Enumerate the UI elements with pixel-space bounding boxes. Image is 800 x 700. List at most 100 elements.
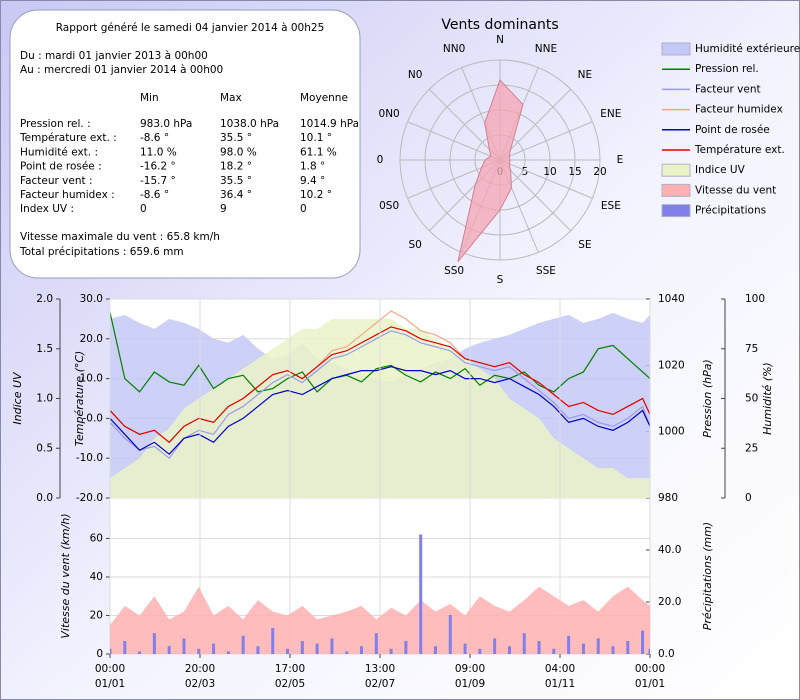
legend-swatch xyxy=(661,183,691,197)
cell-value: 1014.9 hPa xyxy=(300,118,359,130)
bar xyxy=(641,630,645,654)
legend-label: Vitesse du vent xyxy=(695,184,776,196)
summary-box xyxy=(9,9,361,279)
axis-title: Vitesse du vent (km/h) xyxy=(59,513,72,638)
legend-swatch xyxy=(661,163,691,177)
cell-value: 1038.0 hPa xyxy=(220,118,279,130)
bar xyxy=(648,648,650,654)
cell-value: -16.2 ° xyxy=(140,161,176,173)
rose-title: Vents dominants xyxy=(441,17,558,33)
bar xyxy=(581,643,585,654)
cell-value: -8.6 ° xyxy=(140,132,169,144)
bar xyxy=(507,646,511,654)
max-wind: Vitesse maximale du vent : 65.8 km/h xyxy=(20,231,220,243)
cell-value: -15.7 ° xyxy=(140,175,176,187)
cell-value: 9.4 ° xyxy=(300,175,325,187)
rose-spoke xyxy=(428,88,501,161)
rose-tick-label: 5 xyxy=(522,166,529,178)
rose-direction: NN0 xyxy=(443,43,465,55)
legend-label: Facteur vent xyxy=(695,83,761,95)
rose-direction: N0 xyxy=(408,69,423,81)
legend-label: Humidité extérieure xyxy=(695,43,800,55)
y-tick-label: 30.0 xyxy=(80,293,103,305)
cell-value: 0 xyxy=(140,203,147,215)
x-tick-date: 01/01 xyxy=(95,678,125,690)
rose-direction: SSE xyxy=(536,265,556,277)
bar xyxy=(212,643,216,654)
row-label: Température ext. : xyxy=(19,132,117,144)
bar xyxy=(123,641,127,654)
rose-direction: 0S0 xyxy=(379,200,399,212)
rose-spoke xyxy=(499,88,572,161)
y-tick-label: -20.0 xyxy=(76,492,103,504)
y-tick-label: 20.0 xyxy=(658,596,681,608)
y-tick-label: 50 xyxy=(745,393,758,405)
x-tick-date: 01/01 xyxy=(635,678,665,690)
bar xyxy=(197,648,201,654)
legend-label: Point de rosée xyxy=(695,124,770,136)
cell-value: 35.5 ° xyxy=(220,175,252,187)
area-series xyxy=(110,586,650,654)
y-tick-label: 0 xyxy=(96,648,103,660)
rose-tick-label: 15 xyxy=(568,166,581,178)
cell-value: 36.4 ° xyxy=(220,189,252,201)
bar xyxy=(448,615,452,654)
cell-value: 0 xyxy=(300,203,307,215)
x-tick-date: 02/07 xyxy=(365,678,395,690)
y-tick-label: 0.5 xyxy=(36,442,53,454)
axis-title: Indice UV xyxy=(11,371,24,425)
bar xyxy=(404,641,408,654)
axis-title: Humidité (%) xyxy=(761,362,774,435)
x-tick-time: 00:00 xyxy=(95,663,125,675)
y-tick-label: 1040 xyxy=(658,293,685,305)
rose-spoke xyxy=(499,159,593,199)
x-tick-time: 09:00 xyxy=(455,663,485,675)
cell-value: 10.2 ° xyxy=(300,189,332,201)
bar xyxy=(110,648,112,654)
y-tick-label: 2.0 xyxy=(36,293,53,305)
column-header: Max xyxy=(220,92,242,104)
rose-spoke xyxy=(407,121,501,161)
cell-value: 9 xyxy=(220,203,227,215)
rose-direction: SS0 xyxy=(444,265,464,277)
bar xyxy=(419,534,423,654)
bar xyxy=(138,651,142,654)
legend-swatch xyxy=(661,204,691,218)
y-tick-label: 20.0 xyxy=(80,333,103,345)
x-tick-date: 02/05 xyxy=(275,678,305,690)
rose-direction: S0 xyxy=(408,239,421,251)
bar xyxy=(345,651,349,654)
bar xyxy=(271,628,275,654)
rose-tick-label: 10 xyxy=(543,166,556,178)
bar xyxy=(626,641,630,654)
rose-direction: 0 xyxy=(377,154,384,166)
axis-title: Pression (hPa) xyxy=(701,359,714,438)
legend-label: Température ext. xyxy=(694,144,785,156)
legend-label: Facteur humidex xyxy=(695,104,783,116)
y-tick-label: 40 xyxy=(90,571,103,583)
x-tick-time: 00:00 xyxy=(635,663,665,675)
bar xyxy=(182,638,186,654)
row-label: Facteur vent : xyxy=(20,175,93,187)
bar xyxy=(611,646,615,654)
y-tick-label: 0.0 xyxy=(658,648,675,660)
rose-direction: ESE xyxy=(601,200,621,212)
legend-label: Pression rel. xyxy=(695,63,759,75)
legend-label: Précipitations xyxy=(695,205,766,217)
x-tick-time: 13:00 xyxy=(365,663,395,675)
cell-value: 98.0 % xyxy=(220,146,257,158)
x-tick-time: 17:00 xyxy=(275,663,305,675)
bar xyxy=(433,646,437,654)
cell-value: 61.1 % xyxy=(300,146,337,158)
row-label: Humidité ext. : xyxy=(20,146,98,158)
total-precip: Total précipitations : 659.6 mm xyxy=(19,246,184,258)
cell-value: 983.0 hPa xyxy=(140,118,192,130)
column-header: Moyenne xyxy=(300,92,348,104)
rose-direction: N xyxy=(496,34,504,46)
bar xyxy=(552,648,556,654)
axis-title: Température (°C) xyxy=(73,351,86,447)
y-tick-label: -0.0 xyxy=(83,412,104,424)
report-from: Du : mardi 01 janvier 2013 à 00h00 xyxy=(20,50,208,62)
y-tick-label: 0 xyxy=(745,492,752,504)
